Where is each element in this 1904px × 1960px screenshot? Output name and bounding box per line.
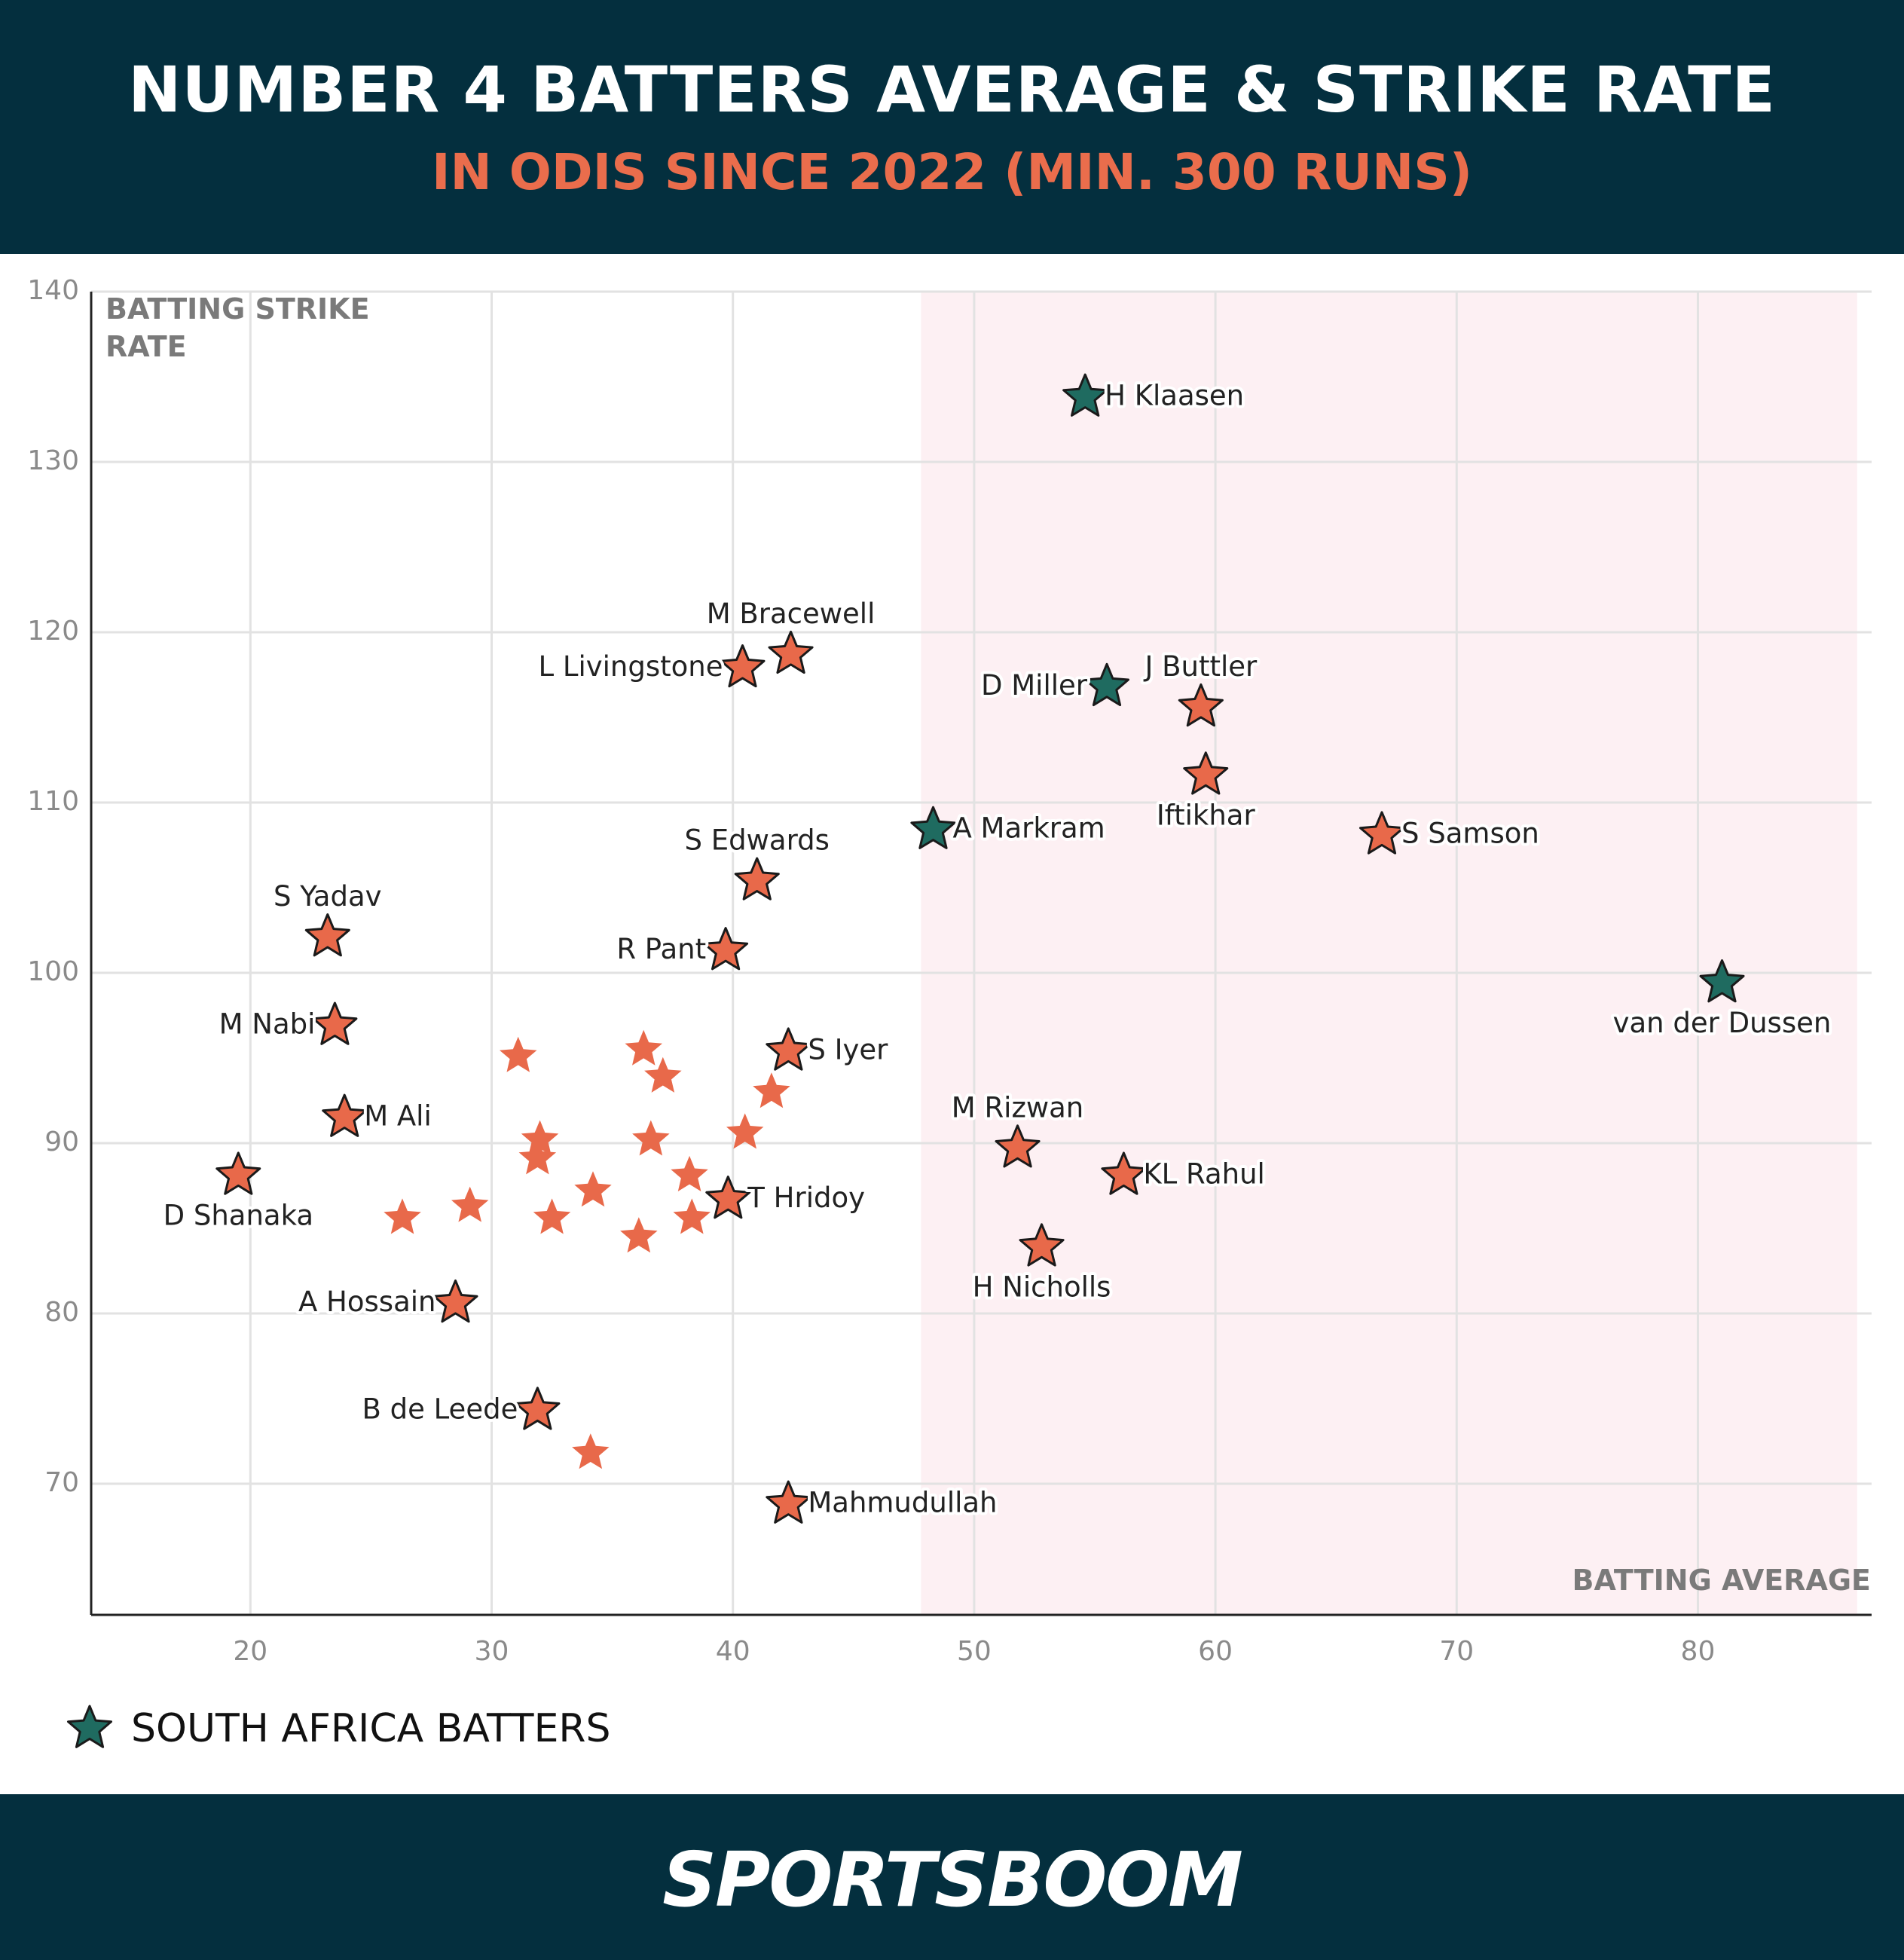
data-point <box>1183 751 1229 795</box>
data-point <box>500 1036 537 1072</box>
point-label: B de Leede <box>362 1393 518 1425</box>
data-point <box>533 1198 571 1234</box>
x-tick-label: 60 <box>1198 1636 1233 1667</box>
legend-marker <box>67 1705 112 1748</box>
x-tick-label: 80 <box>1681 1636 1716 1667</box>
point-label: T Hridoy <box>747 1182 865 1214</box>
x-tick-label: 20 <box>233 1636 267 1667</box>
point-label: A Hossain <box>298 1286 436 1318</box>
data-point <box>572 1433 610 1469</box>
point-label: S Yadav <box>274 880 381 913</box>
footer: SPORTSBOOM <box>0 1794 1904 1960</box>
data-point <box>304 913 350 957</box>
data-point <box>1101 1151 1147 1195</box>
point-label: J Buttler <box>1143 650 1258 683</box>
y-tick-label: 80 <box>44 1297 79 1328</box>
data-point <box>322 1093 368 1137</box>
data-point <box>753 1072 790 1108</box>
x-tick-label: 40 <box>716 1636 750 1667</box>
point-label: Iftikhar <box>1157 799 1256 831</box>
data-point <box>432 1279 478 1323</box>
data-point <box>995 1124 1041 1168</box>
data-point <box>1019 1223 1065 1267</box>
point-label: M Ali <box>364 1100 432 1133</box>
point-label: R Pant <box>616 933 706 965</box>
point-label: H Nicholls <box>973 1270 1111 1303</box>
point-label: S Iyer <box>808 1033 888 1066</box>
data-point <box>1062 373 1108 417</box>
highlight-region <box>921 292 1857 1615</box>
y-axis-title: BATTING STRIKE RATE <box>105 292 370 363</box>
data-point <box>644 1056 682 1093</box>
data-point <box>705 1176 751 1219</box>
point-label: M Bracewell <box>707 598 876 630</box>
point-label: Mahmudullah <box>808 1487 997 1519</box>
data-point <box>384 1198 421 1234</box>
x-tick-label: 70 <box>1439 1636 1474 1667</box>
data-point <box>766 1480 811 1524</box>
brand-logo: SPORTSBOOM <box>662 1836 1243 1924</box>
data-point <box>766 1027 811 1071</box>
point-label: KL Rahul <box>1143 1157 1264 1190</box>
x-tick-label: 30 <box>475 1636 509 1667</box>
data-point <box>726 1113 764 1149</box>
data-point <box>1359 811 1404 855</box>
header: NUMBER 4 BATTERS AVERAGE & STRIKE RATE I… <box>0 0 1904 254</box>
y-tick-label: 110 <box>27 786 79 817</box>
data-point <box>518 1139 557 1175</box>
point-label: A Markram <box>952 812 1105 845</box>
data-point <box>620 1217 658 1253</box>
x-tick-label: 50 <box>957 1636 992 1667</box>
data-point <box>910 806 956 849</box>
y-tick-label: 90 <box>44 1127 79 1157</box>
data-point <box>1699 959 1745 1003</box>
data-point <box>451 1186 489 1222</box>
data-point <box>1178 683 1224 727</box>
data-point <box>521 1120 559 1156</box>
data-point <box>632 1120 670 1156</box>
data-point <box>215 1151 261 1195</box>
y-tick-label: 70 <box>44 1467 79 1498</box>
data-point <box>1084 662 1129 707</box>
point-label: D Miller <box>981 669 1088 702</box>
data-point <box>671 1155 708 1191</box>
data-point <box>703 927 749 971</box>
data-point <box>574 1171 612 1207</box>
y-tick-label: 120 <box>27 616 79 647</box>
point-label: S Samson <box>1401 817 1539 849</box>
point-label: H Klaasen <box>1105 380 1244 412</box>
data-point <box>768 630 814 674</box>
legend-label: SOUTH AFRICA BATTERS <box>131 1706 611 1751</box>
chart-subtitle: IN ODIS SINCE 2022 (MIN. 300 RUNS) <box>431 143 1472 201</box>
data-point <box>720 644 766 688</box>
y-tick-label: 140 <box>27 275 79 306</box>
point-label: van der Dussen <box>1613 1007 1832 1039</box>
data-point <box>673 1198 711 1234</box>
chart-title: NUMBER 4 BATTERS AVERAGE & STRIKE RATE <box>128 53 1776 127</box>
point-label: D Shanaka <box>164 1199 313 1231</box>
point-label: S Edwards <box>685 824 830 856</box>
data-point <box>734 857 780 900</box>
x-axis-title: BATTING AVERAGE <box>1572 1564 1871 1597</box>
data-point <box>625 1029 662 1066</box>
point-label: M Rizwan <box>952 1091 1083 1124</box>
y-tick-label: 100 <box>27 956 79 987</box>
point-label: M Nabi <box>219 1008 316 1041</box>
point-label: L Livingstone <box>538 650 723 683</box>
y-tick-label: 130 <box>27 445 79 476</box>
data-point <box>515 1387 561 1430</box>
data-point <box>312 1001 358 1045</box>
